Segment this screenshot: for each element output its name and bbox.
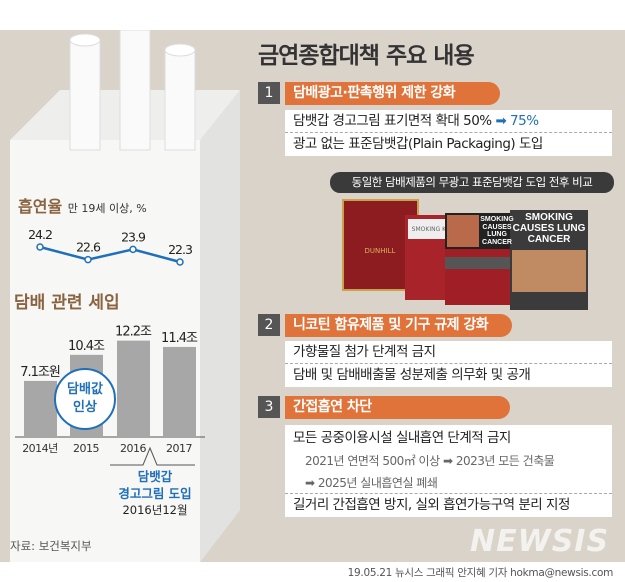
section-3-item: 모든 공중이용시설 실내흡연 단계적 금지 [293, 430, 511, 446]
price-hike-annotation: 담배값 인상 [54, 368, 116, 430]
line-point [176, 258, 184, 266]
section-3-subitem: 2021년 연면적 500㎡ 이상 ➡ 2023년 모든 건축물 [285, 450, 612, 472]
section-3-box: 모든 공중이용시설 실내흡연 단계적 금지 2021년 연면적 500㎡ 이상 … [285, 425, 612, 517]
section-3-item: 길거리 간접흡연 방지, 실외 흡연가능구역 분리 지정 [293, 497, 570, 513]
data-label: 24.2 [28, 227, 52, 242]
section-2-box: 가향물질 첨가 단계적 금지 담배 및 담배배출물 성분제출 의무화 및 공개 [285, 341, 612, 387]
section-1-heading: 담배광고·판촉행위 제한 강화 [285, 82, 500, 105]
chart-title: 흡연율 [18, 197, 63, 216]
section-2-number: 2 [258, 314, 280, 336]
data-label: 10.4조 [68, 339, 105, 354]
annotation-text: 경고그림 도입 [118, 486, 192, 501]
photo-caption: 동일한 담배제품의 무광고 표준담뱃갑 도입 전후 비교 [330, 172, 614, 193]
sub-text: 2023년 모든 건축물 [455, 454, 555, 468]
section-1-item: 담뱃갑 경고그림 표기면적 확대 50% ➡ 75% [285, 110, 612, 133]
data-label: 22.3 [168, 242, 192, 257]
arrow-right-icon: ➡ [305, 476, 315, 490]
bar [163, 346, 196, 437]
warning-annotation: 담뱃갑 경고그림 도입 2016년12월 [100, 468, 210, 519]
bar [24, 380, 57, 437]
x-tick-label: 2015 [73, 442, 99, 455]
line-point [129, 245, 137, 254]
data-label: 23.9 [121, 229, 146, 244]
x-tick-label: 2017 [166, 442, 192, 455]
annotation-text: 담뱃갑 [137, 469, 173, 484]
section-2-heading: 니코틴 함유제품 및 기구 규제 강화 [285, 314, 512, 337]
section-3-number: 3 [258, 396, 280, 418]
data-label: 7.1조원 [20, 365, 60, 380]
footer: 19.05.21 뉴시스 그래픽 안지혜 기자 hokma@newsis.com [0, 562, 625, 582]
tax-revenue-title: 담배 관련 세입 [14, 293, 120, 313]
highlight-value: 75% [510, 113, 539, 129]
cigarette-pack-illustration [10, 30, 240, 562]
section-3-heading: 간접흡연 차단 [285, 396, 510, 419]
section-2-item: 가향물질 첨가 단계적 금지 [285, 341, 612, 364]
data-label: 22.6 [76, 240, 101, 255]
item-text: 담뱃갑 경고그림 표기면적 확대 50% [293, 113, 492, 129]
line-series [39, 245, 181, 264]
sub-text: 2021년 연면적 500㎡ 이상 [305, 454, 440, 468]
credit: 19.05.21 뉴시스 그래픽 안지혜 기자 hokma@newsis.com [347, 567, 614, 579]
pack-text: DUNHILL [365, 247, 396, 255]
cigarette-packs-photo: DUNHILL SMOKING KILLS [342, 199, 588, 310]
x-tick-label: 2014년 [22, 442, 58, 455]
arrow-right-icon: ➡ [442, 454, 453, 468]
pack-warning-text: SMOKING CAUSES LUNG CANCER [512, 212, 586, 245]
section-1-box: 담뱃갑 경고그림 표기면적 확대 50% ➡ 75% 광고 없는 표준담뱃갑(P… [285, 110, 612, 156]
data-label: 11.4조 [161, 331, 198, 346]
line-point [84, 255, 92, 264]
bar [117, 340, 150, 437]
section-1-item: 광고 없는 표준담뱃갑(Plain Packaging) 도입 [293, 136, 543, 152]
section-3-subitem: ➡ 2025년 실내흡연실 폐쇄 [285, 472, 612, 494]
smoking-rate-line-chart: 24.2 22.6 23.9 22.3 [28, 227, 193, 266]
bracket-line [110, 446, 195, 466]
page-title: 금연종합대책 주요 내용 [258, 43, 475, 69]
source: 자료: 보건복지부 [10, 539, 92, 553]
annotation-text: 담배값 인상 [67, 382, 103, 415]
x-tick-label: 2016 [120, 442, 146, 455]
line-point [36, 243, 44, 251]
sub-text: 2025년 실내흡연실 폐쇄 [317, 476, 438, 490]
arrow-right-icon: ➡ [495, 113, 507, 129]
chart-subtitle: 만 19세 이상, % [67, 202, 147, 215]
section-1-number: 1 [258, 82, 280, 104]
data-label: 12.2조 [115, 325, 152, 340]
annotation-date: 2016년12월 [122, 503, 188, 517]
newsis-watermark: NEWSIS [470, 524, 610, 559]
pack-text: SMOKING KILLS [412, 226, 459, 233]
pack-text: SMOKING CAUSES LUNG CANCER [480, 216, 514, 246]
smoking-rate-title: 흡연율 만 19세 이상, % [18, 193, 147, 217]
section-2-item: 담배 및 담배배출물 성분제출 의무화 및 공개 [293, 367, 531, 383]
